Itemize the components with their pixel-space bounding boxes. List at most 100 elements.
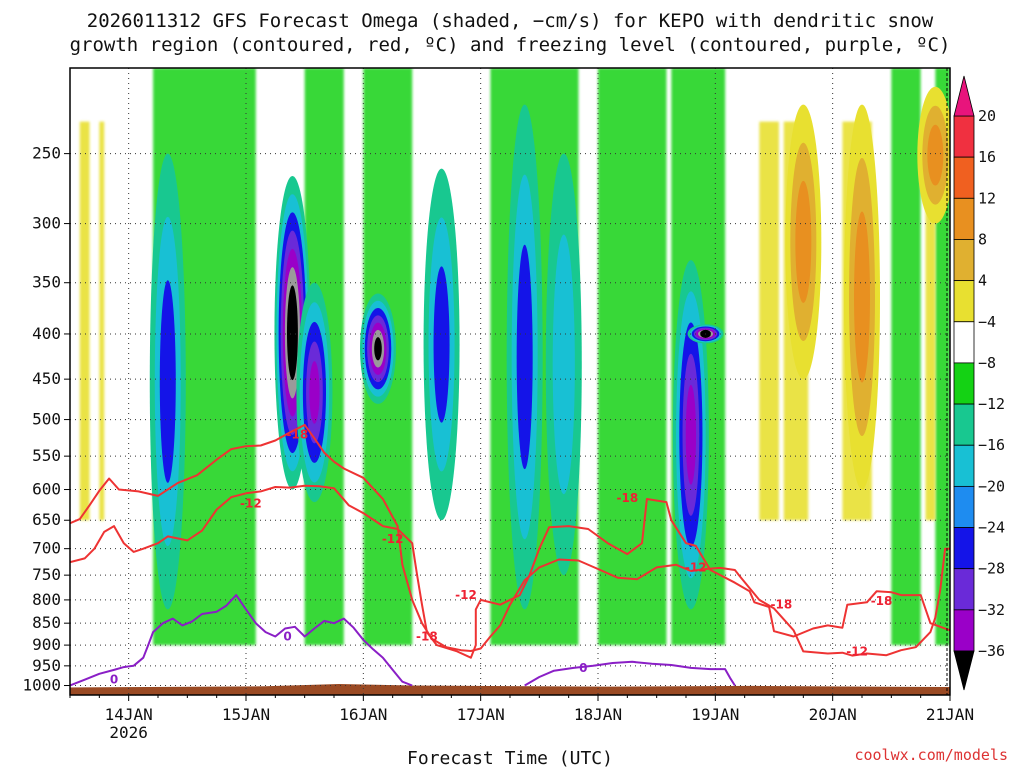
y-tick-label: 750 [32,565,61,584]
contour-label: -12 [382,532,404,546]
y-tick-label: 600 [32,480,61,499]
x-axis-label: Forecast Time (UTC) [407,748,613,768]
x-tick-label: 15JAN [222,705,270,724]
colorbar-box [953,609,975,652]
x-tick-label: 19JAN [691,705,739,724]
omega-band-descent [759,121,779,521]
y-tick-label: 850 [32,613,61,632]
colorbar-tick-label: 4 [978,272,987,290]
y-tick-label: 300 [32,214,61,233]
colorbar-tick-label: −8 [978,354,996,372]
omega-cell [516,244,533,470]
y-tick-label: 450 [32,369,61,388]
x-tick-label: 21JAN [926,705,974,724]
y-tick-label: 800 [32,590,61,609]
y-tick-label: 250 [32,144,61,163]
y-tick-label: 700 [32,539,61,558]
x-tick-sublabel: 2026 [109,723,148,742]
contour-label: 0 [283,629,291,643]
freezing-level-contour [70,594,413,687]
colorbar-box [953,239,975,282]
omega-cell [552,234,575,495]
x-tick-label: 18JAN [574,705,622,724]
omega-cell [433,266,450,423]
contour-label: -18 [416,629,438,643]
omega-cell [927,124,944,186]
omega-cell [854,211,870,383]
contour-label: -18 [770,598,792,612]
colorbar-box [953,568,975,611]
colorbar-tick-label: −28 [978,560,1005,578]
dgz-contour [70,484,950,659]
colorbar-tick-label: −36 [978,642,1005,660]
contour-label: -18 [616,491,638,505]
colorbar-box [953,115,975,158]
terrain [70,683,950,695]
colorbar-box [953,280,975,323]
chart-title-line1: 2026011312 GFS Forecast Omega (shaded, −… [87,10,934,32]
x-tick-label: 16JAN [339,705,387,724]
y-tick-label: 1000 [22,676,61,695]
y-tick-label: 400 [32,324,61,343]
omega-band-weak [598,68,667,646]
contour-label: -12 [685,560,707,574]
colorbar-tick-label: −4 [978,313,996,331]
colorbar-tick-label: 20 [978,107,996,125]
colorbar-box [953,197,975,240]
colorbar-bottom-arrow [953,650,975,691]
freezing-level-contour [524,660,736,687]
colorbar-tick-label: −12 [978,395,1005,413]
y-tick-label: 500 [32,410,61,429]
chart-title-line2: growth region (contoured, red, ºC) and f… [70,34,951,56]
y-axis: 250 300 350 400 450 500 550 600 650 700 750 800 850 9… [22,144,70,695]
colorbar-box [953,403,975,446]
omega-cell [795,180,812,303]
contour-label: -18 [871,594,893,608]
omega-shading [79,68,950,646]
dgz-contour [70,423,950,657]
colorbar-box [953,444,975,487]
contour-label: -12 [240,496,262,510]
contour-label: -18 [286,428,308,442]
contour-labels: -18 -12 -12 -12 -18 -18 -12 -18 -12 -18 0 0 0 [110,428,893,687]
y-tick-label: 650 [32,510,61,529]
omega-band-descent [925,121,936,521]
y-tick-label: 350 [32,273,61,292]
omega-cell [374,337,382,361]
colorbar-top-arrow [953,75,975,117]
colorbar-box [953,156,975,199]
y-tick-label: 900 [32,635,61,654]
colorbar-box [953,485,975,528]
colorbar-tick-label: 8 [978,230,987,248]
colorbar-tick-label: −24 [978,519,1005,537]
colorbar-box [953,362,975,405]
omega-band-weak [891,68,921,646]
y-tick-label: 550 [32,446,61,465]
colorbar-tick-label: −16 [978,436,1005,454]
contours [70,423,950,687]
colorbar-tick-label: −32 [978,601,1005,619]
terrain-profile [70,683,950,695]
colorbar-tick-label: 16 [978,148,996,166]
contour-label: -12 [846,644,868,658]
credit-text: coolwx.com/models [854,746,1008,764]
colorbar-tick-label: −20 [978,477,1005,495]
colorbar-box [953,321,975,364]
contour-label: -12 [455,588,477,602]
omega-cell [685,384,697,485]
colorbar: 20 16 12 8 4 −4 −8 −12 −16 −20 −24 −28 −32 −36 [953,75,1005,691]
x-tick-label: 17JAN [457,705,505,724]
omega-band-descent [99,121,105,521]
y-tick-label: 950 [32,656,61,675]
omega-cell [159,280,176,483]
omega-band-descent [79,121,90,521]
colorbar-tick-label: 12 [978,189,996,207]
omega-cell [309,361,320,424]
x-tick-label: 20JAN [809,705,857,724]
x-tick-label: 14JAN [105,705,153,724]
contour-label: 0 [579,661,587,675]
contour-label: 0 [110,673,118,687]
omega-cell [289,303,296,362]
